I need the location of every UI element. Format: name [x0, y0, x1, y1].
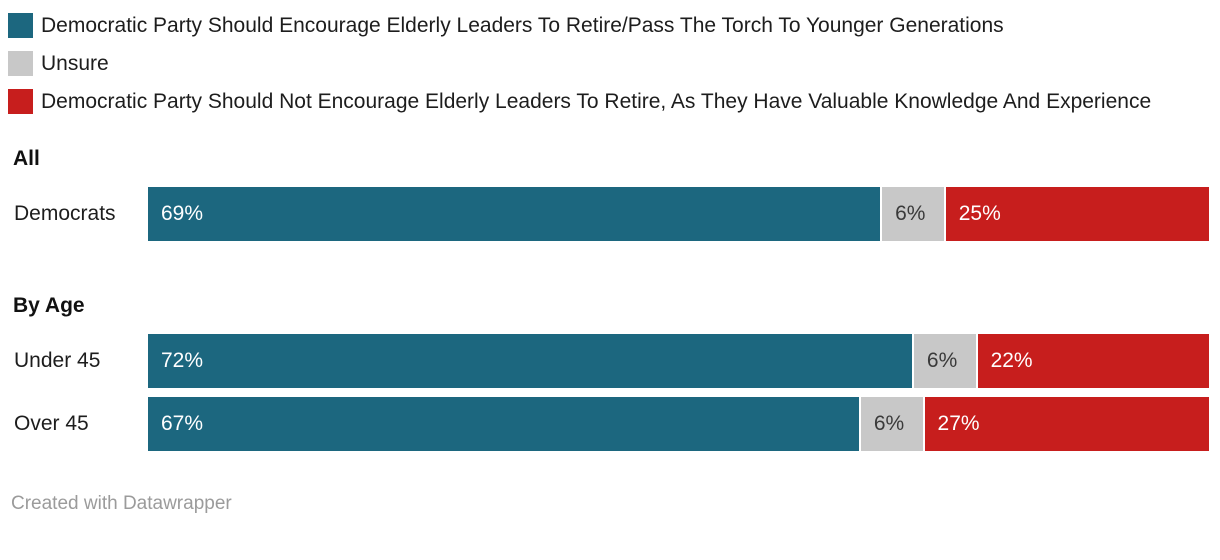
section-heading-all: All [13, 147, 40, 170]
bar-value-label: 25% [958, 202, 1001, 225]
bar-value-label: 69% [161, 202, 204, 225]
bar-value-label: 27% [937, 412, 980, 435]
legend-label: Democratic Party Should Encourage Elderl… [41, 14, 1004, 37]
bar-segment: 6% [858, 397, 923, 451]
row-label-democrats: Democrats [14, 202, 116, 225]
bar-segment: 6% [911, 334, 976, 388]
section-heading-by-age: By Age [13, 294, 85, 317]
bar-row-over-45: Over 45 67% 6% 27% [8, 397, 1209, 451]
bar-value-label: 72% [161, 349, 204, 372]
stacked-bar-democrats: 69% 6% 25% [148, 187, 1209, 241]
bar-value-label: 6% [926, 349, 958, 372]
datawrapper-credit: Created with Datawrapper [11, 493, 232, 514]
legend-item: Democratic Party Should Not Encourage El… [8, 85, 1209, 118]
bar-value-label: 6% [895, 202, 926, 225]
row-label-over-45: Over 45 [14, 412, 89, 435]
group-all: All Democrats 69% 6% 25% [8, 146, 1209, 241]
bar-segment: 27% [922, 397, 1209, 451]
group-by-age: By Age Under 45 72% 6% 22% Over 45 67% 6% 27… [8, 293, 1209, 451]
bar-segment: 6% [880, 187, 944, 241]
legend-item: Unsure [8, 47, 1209, 80]
row-label-under-45: Under 45 [14, 349, 101, 372]
legend-swatch-not-encourage-retire [8, 89, 33, 114]
bar-row-under-45: Under 45 72% 6% 22% [8, 334, 1209, 388]
bar-segment: 72% [148, 334, 912, 388]
bar-row-democrats: Democrats 69% 6% 25% [8, 187, 1209, 241]
stacked-bar-over-45: 67% 6% 27% [148, 397, 1209, 451]
bar-segment: 69% [148, 187, 881, 241]
legend-label: Unsure [41, 52, 109, 75]
bar-segment: 67% [148, 397, 859, 451]
bar-segment: 25% [943, 187, 1209, 241]
legend-swatch-unsure [8, 51, 33, 76]
bar-value-label: 6% [873, 412, 905, 435]
legend-item: Democratic Party Should Encourage Elderl… [8, 9, 1209, 42]
bar-value-label: 67% [161, 412, 204, 435]
legend: Democratic Party Should Encourage Elderl… [8, 9, 1209, 118]
legend-swatch-encourage-retire [8, 13, 33, 38]
bar-segment: 22% [975, 334, 1209, 388]
stacked-bar-under-45: 72% 6% 22% [148, 334, 1209, 388]
legend-label: Democratic Party Should Not Encourage El… [41, 90, 1152, 113]
bar-value-label: 22% [990, 349, 1033, 372]
